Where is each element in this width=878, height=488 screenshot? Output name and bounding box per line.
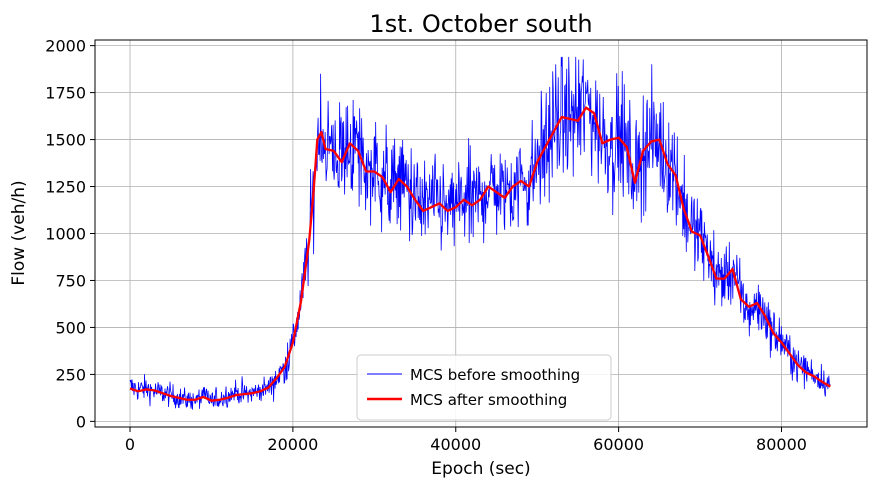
x-tick-label: 40000	[430, 435, 481, 454]
series-group	[129, 106, 831, 402]
series-line-after-smoothing	[129, 106, 831, 402]
y-tick-label: 1500	[45, 131, 86, 150]
y-tick-label: 1750	[45, 84, 86, 103]
legend-box	[356, 354, 612, 421]
grid	[95, 40, 867, 427]
legend-label-before: MCS before smoothing	[410, 366, 580, 384]
x-tick-label: 60000	[593, 435, 644, 454]
y-axis-label: Flow (veh/h)	[9, 180, 29, 285]
y-tick-label: 750	[55, 271, 86, 290]
y-tick-label: 250	[55, 365, 86, 384]
noisy-series-group	[129, 56, 831, 410]
ticks-group: 0 20000 40000 60000 80000 0 250 500 750 1000 1250 1…	[45, 37, 807, 454]
y-tick-label: 1250	[45, 178, 86, 197]
x-tick-label: 0	[125, 435, 135, 454]
y-tick-label: 2000	[45, 37, 86, 56]
chart-title: 1st. October south	[369, 10, 592, 38]
y-tick-label: 0	[76, 412, 86, 431]
legend-label-after: MCS after smoothing	[410, 391, 567, 409]
x-axis-label: Epoch (sec)	[431, 459, 530, 479]
y-tick-label: 500	[55, 318, 86, 337]
series-line-before-smoothing	[129, 56, 831, 410]
x-tick-label: 80000	[756, 435, 807, 454]
legend: MCS before smoothing MCS after smoothing	[356, 354, 612, 421]
x-tick-label: 20000	[267, 435, 318, 454]
y-tick-label: 1000	[45, 225, 86, 244]
